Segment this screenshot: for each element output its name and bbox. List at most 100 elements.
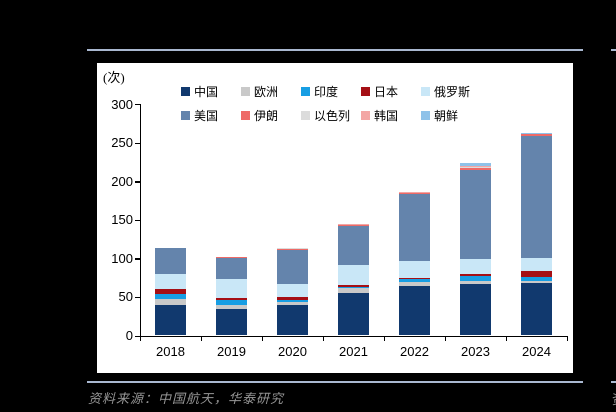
x-axis-line (140, 335, 569, 337)
bar-segment-欧洲-2020 (277, 301, 308, 306)
bar-segment-日本-2022 (399, 277, 430, 279)
bar-segment-美国-2022 (399, 194, 430, 262)
x-axis-tick (140, 336, 142, 341)
bar-segment-以色列-2023 (460, 167, 491, 169)
bar-segment-欧洲-2021 (338, 288, 369, 294)
bar-segment-中国-2021 (338, 293, 369, 336)
bar-segment-印度-2018 (155, 293, 186, 300)
bar-segment-俄罗斯-2018 (155, 273, 186, 290)
bar-segment-朝鲜-2024 (521, 132, 552, 134)
x-axis-tick (323, 336, 325, 341)
legend-swatch-icon (361, 110, 370, 120)
y-axis-tick-label: 150 (111, 212, 133, 228)
bar-segment-俄罗斯-2021 (338, 265, 369, 285)
plot-area: 0 50 100 150 200 250 300 2018 2019 2020 2021 2022 20… (97, 63, 573, 373)
y-axis-line (140, 104, 142, 336)
y-axis-tick (135, 258, 140, 260)
bar-segment-欧洲-2022 (399, 282, 430, 287)
legend-item: 中国 (181, 83, 241, 100)
bar-segment-美国-2024 (521, 136, 552, 259)
bar-segment-日本-2020 (277, 296, 308, 300)
legend-swatch-icon (361, 86, 370, 96)
bar-segment-美国-2019 (216, 258, 247, 280)
y-axis-unit-label: (次) (103, 70, 125, 85)
bar-segment-印度-2021 (338, 286, 369, 289)
legend-label: 中国 (194, 84, 219, 99)
top-divider-line (87, 49, 583, 51)
bar-segment-俄罗斯-2022 (399, 261, 430, 278)
bar-segment-韩国-2023 (460, 165, 491, 168)
legend-swatch-icon (421, 86, 430, 96)
y-axis-tick-label: 250 (111, 135, 133, 151)
x-axis-tick (567, 336, 569, 341)
bar-segment-俄罗斯-2024 (521, 258, 552, 272)
bar-segment-印度-2023 (460, 276, 491, 282)
y-axis-tick (135, 142, 140, 144)
legend-item: 俄罗斯 (421, 83, 481, 100)
bar-segment-欧洲-2018 (155, 299, 186, 306)
bar-segment-俄罗斯-2023 (460, 259, 491, 274)
y-axis-tick-label: 200 (111, 173, 133, 189)
legend-label: 日本 (374, 84, 399, 99)
legend-item: 朝鲜 (421, 107, 481, 124)
bar-segment-日本-2021 (338, 284, 369, 287)
bar-segment-中国-2020 (277, 305, 308, 336)
legend-swatch-icon (301, 86, 310, 96)
x-axis-tick (262, 336, 264, 341)
legend-item: 美国 (181, 107, 241, 124)
legend-item: 印度 (301, 83, 361, 100)
legend-label: 欧洲 (254, 84, 279, 99)
bar-segment-伊朗-2022 (399, 192, 430, 195)
bar-segment-中国-2024 (521, 283, 552, 336)
x-axis-tick-label: 2019 (217, 343, 246, 359)
x-axis-tick-label: 2023 (461, 343, 490, 359)
x-axis-tick (384, 336, 386, 341)
legend-swatch-icon (301, 110, 310, 120)
legend-row-2: 美国 伊朗 以色列 韩国 朝鲜 (181, 103, 481, 127)
x-axis-tick-label: 2022 (400, 343, 429, 359)
bar-segment-美国-2020 (277, 249, 308, 284)
bottom-divider-fragment (611, 381, 616, 383)
legend-swatch-icon (181, 86, 190, 96)
bar-segment-伊朗-2021 (338, 224, 369, 226)
legend-label: 以色列 (314, 108, 351, 123)
y-axis-tick (135, 219, 140, 222)
legend-item: 日本 (361, 83, 421, 100)
bottom-divider-line (87, 381, 583, 383)
legend-swatch-icon (181, 110, 190, 120)
bar-segment-日本-2018 (155, 289, 186, 294)
legend-label: 伊朗 (254, 108, 279, 123)
legend-row-1: 中国 欧洲 印度 日本 俄罗斯 (181, 79, 481, 103)
bar-segment-伊朗-2020 (277, 248, 308, 250)
bar-segment-俄罗斯-2019 (216, 279, 247, 299)
y-axis-tick (135, 335, 140, 337)
bar-segment-印度-2020 (277, 300, 308, 302)
bar-segment-以色列-2020 (277, 247, 308, 249)
x-axis-tick-label: 2020 (278, 343, 307, 359)
y-axis-tick-label: 50 (118, 289, 133, 305)
bar-segment-俄罗斯-2020 (277, 283, 308, 297)
bar-segment-印度-2022 (399, 278, 430, 283)
bar-segment-中国-2019 (216, 309, 247, 336)
bar-segment-日本-2019 (216, 298, 247, 300)
legend-label: 朝鲜 (434, 108, 459, 123)
bar-segment-中国-2023 (460, 283, 491, 336)
x-axis-tick (445, 336, 447, 341)
y-axis-tick (135, 181, 140, 183)
bar-segment-美国-2018 (155, 247, 186, 274)
x-axis-tick-label: 2018 (156, 343, 185, 359)
bar-segment-日本-2023 (460, 273, 491, 277)
y-axis-tick (135, 104, 140, 106)
y-axis-tick-label: 300 (111, 96, 133, 112)
bar-segment-欧洲-2023 (460, 281, 491, 284)
legend-swatch-icon (241, 110, 250, 120)
bar-segment-日本-2024 (521, 271, 552, 277)
legend-label: 美国 (194, 108, 219, 123)
bar-segment-印度-2024 (521, 276, 552, 281)
legend-item: 以色列 (301, 107, 361, 124)
x-axis-tick-label: 2021 (339, 343, 368, 359)
chart-panel: (次) 中国 欧洲 印度 日本 俄罗斯 美国 伊朗 以色列 韩国 朝鲜 0 50 100 150 200 2… (97, 63, 573, 373)
top-divider-fragment (611, 49, 616, 51)
bar-segment-韩国-2022 (399, 191, 430, 193)
